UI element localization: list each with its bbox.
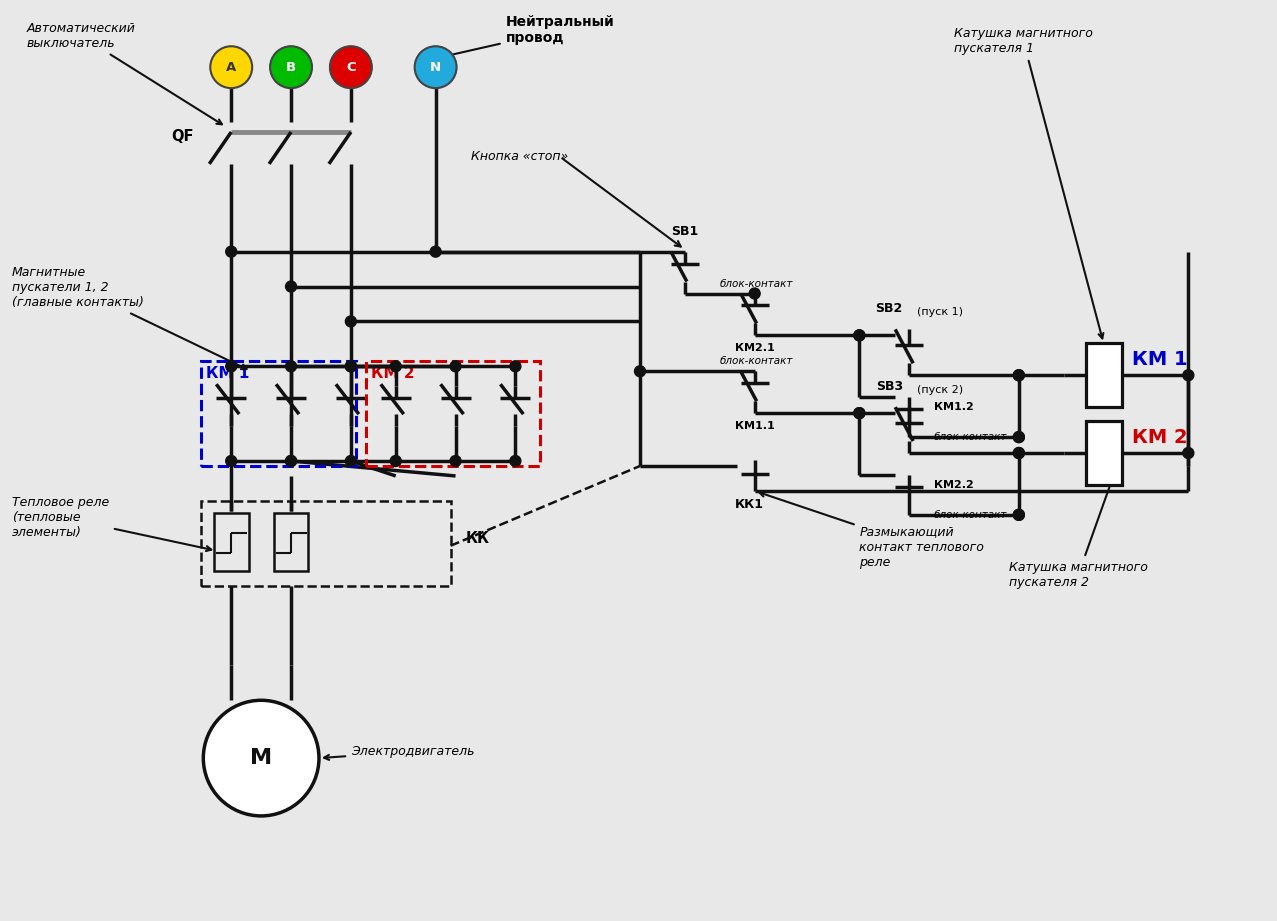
Text: SB3: SB3 <box>876 380 903 393</box>
Circle shape <box>203 700 319 816</box>
Circle shape <box>854 408 865 419</box>
Text: блок-контакт: блок-контакт <box>720 278 793 288</box>
Circle shape <box>450 456 461 466</box>
Circle shape <box>1014 448 1024 459</box>
Text: блок-контакт: блок-контакт <box>933 432 1008 442</box>
Circle shape <box>1183 448 1194 459</box>
Circle shape <box>1014 509 1024 520</box>
Bar <box>273 513 309 571</box>
Text: Электродвигатель: Электродвигатель <box>324 745 474 760</box>
Text: B: B <box>286 61 296 74</box>
Circle shape <box>1014 432 1024 443</box>
Text: (пуск 2): (пуск 2) <box>917 385 963 395</box>
Text: Магнитные
пускатели 1, 2
(главные контакты): Магнитные пускатели 1, 2 (главные контак… <box>11 266 246 369</box>
Bar <box>365 361 540 466</box>
Text: Кнопка «стоп»: Кнопка «стоп» <box>470 150 568 163</box>
Circle shape <box>854 408 865 419</box>
Bar <box>213 513 249 571</box>
Circle shape <box>226 246 236 257</box>
Text: A: A <box>226 61 236 74</box>
Text: блок-контакт: блок-контакт <box>933 510 1008 519</box>
Circle shape <box>226 456 236 466</box>
Bar <box>202 361 356 466</box>
Circle shape <box>415 46 457 88</box>
Text: блок-контакт: блок-контакт <box>720 356 793 367</box>
Circle shape <box>226 361 236 372</box>
Circle shape <box>391 361 401 372</box>
Text: КМ 2: КМ 2 <box>370 367 415 381</box>
Circle shape <box>1014 448 1024 459</box>
Circle shape <box>286 456 296 466</box>
Text: QF: QF <box>171 130 193 145</box>
Text: C: C <box>346 61 356 74</box>
Text: М: М <box>250 748 272 768</box>
Circle shape <box>854 330 865 341</box>
Circle shape <box>329 46 372 88</box>
Text: КМ1.1: КМ1.1 <box>734 421 775 431</box>
Text: Катушка магнитного
пускателя 1: Катушка магнитного пускателя 1 <box>954 28 1103 338</box>
Circle shape <box>345 361 356 372</box>
Circle shape <box>510 456 521 466</box>
Text: КМ2.1: КМ2.1 <box>734 344 775 354</box>
Text: КК: КК <box>466 530 489 546</box>
Circle shape <box>345 456 356 466</box>
Text: Тепловое реле
(тепловые
элементы): Тепловое реле (тепловые элементы) <box>11 495 211 551</box>
Circle shape <box>211 46 252 88</box>
Text: SB2: SB2 <box>876 302 903 315</box>
Text: N: N <box>430 61 441 74</box>
Text: КМ 1: КМ 1 <box>1131 350 1188 369</box>
Text: Катушка магнитного
пускателя 2: Катушка магнитного пускателя 2 <box>1009 458 1148 589</box>
Circle shape <box>391 456 401 466</box>
Text: КК1: КК1 <box>736 498 764 511</box>
Circle shape <box>450 361 461 372</box>
Circle shape <box>1183 369 1194 380</box>
Text: КМ1.2: КМ1.2 <box>933 402 974 413</box>
Circle shape <box>854 330 865 341</box>
Text: КМ2.2: КМ2.2 <box>933 480 974 490</box>
Text: Размыкающий
контакт теплового
реле: Размыкающий контакт теплового реле <box>760 492 985 568</box>
Circle shape <box>345 316 356 327</box>
Bar <box>202 501 451 586</box>
Circle shape <box>286 456 296 466</box>
Circle shape <box>345 361 356 372</box>
Text: Автоматический
выключатель: Автоматический выключатель <box>27 22 222 124</box>
Bar <box>1085 344 1121 407</box>
Circle shape <box>286 361 296 372</box>
Circle shape <box>1014 369 1024 380</box>
Circle shape <box>1014 369 1024 380</box>
Circle shape <box>430 246 441 257</box>
Circle shape <box>1014 432 1024 443</box>
Bar <box>1085 421 1121 485</box>
Text: КМ 2: КМ 2 <box>1131 428 1188 447</box>
Circle shape <box>286 281 296 292</box>
Circle shape <box>510 361 521 372</box>
Text: (пуск 1): (пуск 1) <box>917 308 963 318</box>
Circle shape <box>750 288 760 299</box>
Circle shape <box>1014 509 1024 520</box>
Circle shape <box>635 366 645 377</box>
Text: SB1: SB1 <box>672 225 699 238</box>
Text: Нейтральный
провод: Нейтральный провод <box>446 15 614 58</box>
Text: КМ 1: КМ 1 <box>207 367 250 381</box>
Circle shape <box>271 46 312 88</box>
